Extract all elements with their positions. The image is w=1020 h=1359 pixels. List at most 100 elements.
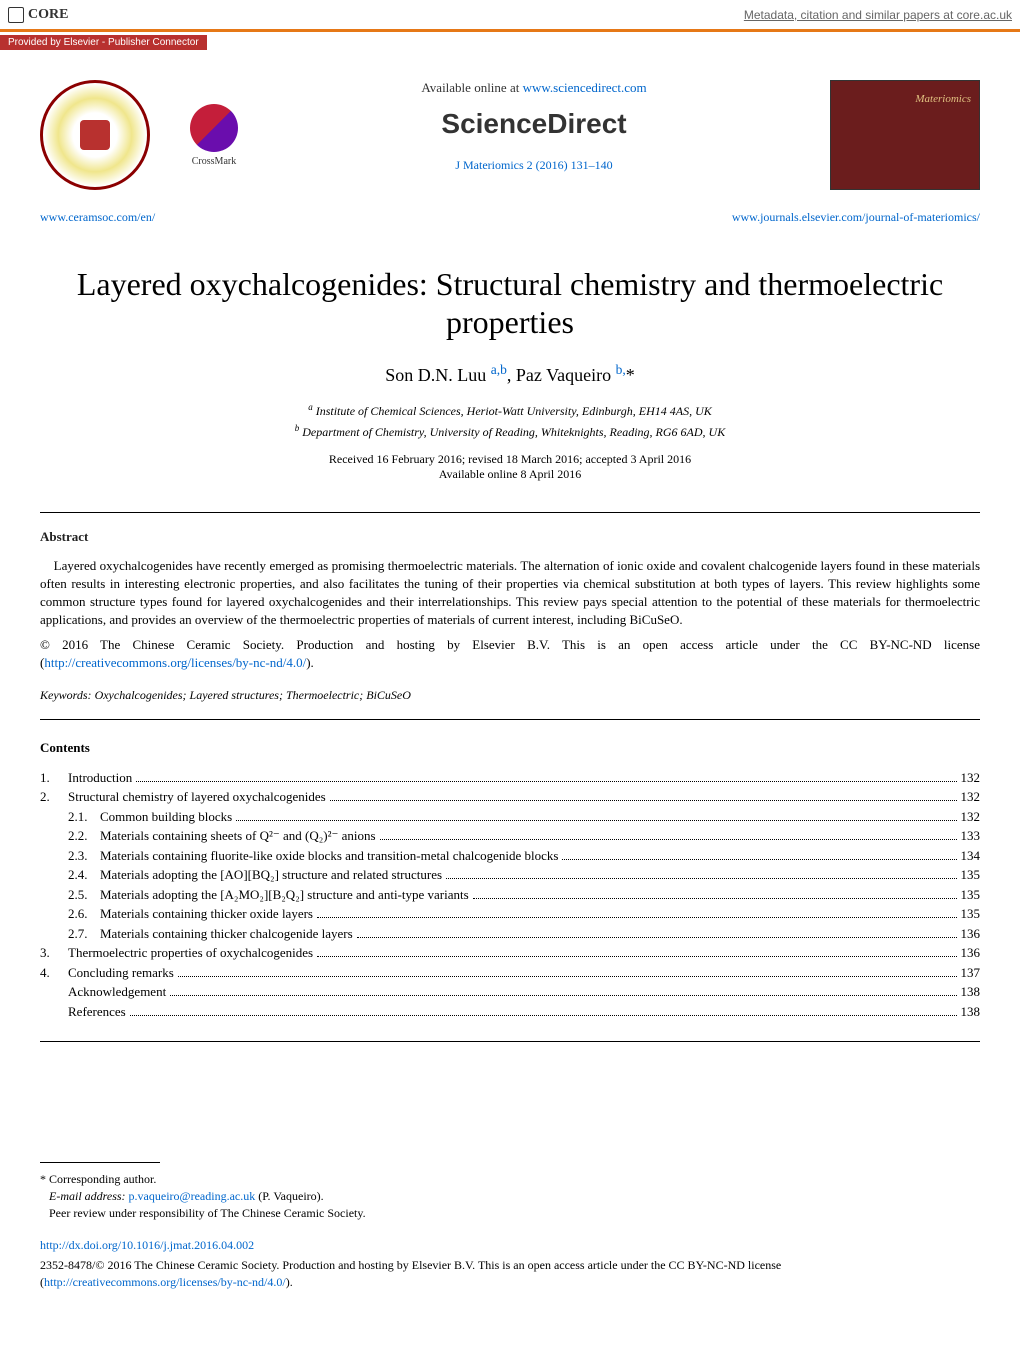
- toc-row: 3.Thermoelectric properties of oxychalco…: [40, 943, 980, 963]
- toc-row: 2.5.Materials adopting the [A₂MO₂][B₂Q₂]…: [40, 885, 980, 905]
- toc-title: Materials adopting the [AO][BQ₂] structu…: [100, 865, 442, 885]
- toc-title: Materials containing sheets of Q²⁻ and (…: [100, 826, 376, 846]
- author-2-affiliation[interactable]: b,: [616, 362, 626, 377]
- toc-subnumber: 2.6.: [68, 904, 100, 924]
- toc-title: Acknowledgement: [68, 982, 166, 1002]
- toc-dots: [317, 956, 956, 957]
- journal-link[interactable]: www.journals.elsevier.com/journal-of-mat…: [732, 210, 980, 225]
- toc-subnumber: 2.5.: [68, 885, 100, 905]
- toc-subnumber: 2.1.: [68, 807, 100, 827]
- header-row: CrossMark Available online at www.scienc…: [40, 80, 980, 190]
- corresponding-mark: *: [626, 365, 635, 385]
- peer-review-footnote: Peer review under responsibility of The …: [40, 1205, 980, 1222]
- toc-dots: [317, 917, 957, 918]
- journal-cover-image: [830, 80, 980, 190]
- abstract-copyright: © 2016 The Chinese Ceramic Society. Prod…: [40, 636, 980, 672]
- corresponding-footnote: * Corresponding author.: [40, 1171, 980, 1188]
- toc-title: Materials adopting the [A₂MO₂][B₂Q₂] str…: [100, 885, 469, 905]
- footer-license-link[interactable]: http://creativecommons.org/licenses/by-n…: [44, 1275, 286, 1289]
- abstract-text: Layered oxychalcogenides have recently e…: [40, 557, 980, 630]
- author-2: Paz Vaqueiro: [516, 365, 616, 385]
- journal-reference[interactable]: J Materiomics 2 (2016) 131–140: [455, 158, 612, 172]
- ceramsoc-link[interactable]: www.ceramsoc.com/en/: [40, 210, 155, 225]
- ceramic-society-logo-block: [40, 80, 150, 190]
- toc-page: 134: [961, 846, 981, 866]
- footnote-divider: [40, 1162, 160, 1163]
- toc-title: Introduction: [68, 768, 132, 788]
- core-icon: [8, 7, 24, 23]
- toc-title: References: [68, 1002, 126, 1022]
- toc-page: 135: [961, 885, 981, 905]
- author-1: Son D.N. Luu: [385, 365, 491, 385]
- toc-page: 138: [961, 1002, 981, 1022]
- available-online-date: Available online 8 April 2016: [40, 467, 980, 482]
- toc-title: Thermoelectric properties of oxychalcoge…: [68, 943, 313, 963]
- toc-number: 1.: [40, 768, 68, 788]
- toc-dots: [473, 898, 957, 899]
- contents-heading: Contents: [40, 740, 980, 756]
- affiliation-a: a Institute of Chemical Sciences, Heriot…: [40, 402, 980, 419]
- toc-page: 136: [961, 943, 981, 963]
- email-footnote: E-mail address: p.vaqueiro@reading.ac.uk…: [40, 1188, 980, 1205]
- toc-title: Concluding remarks: [68, 963, 174, 983]
- core-logo: CORE: [8, 7, 68, 23]
- crossmark[interactable]: CrossMark: [190, 104, 238, 167]
- toc-page: 133: [961, 826, 981, 846]
- ceramic-society-logo: [40, 80, 150, 190]
- toc-dots: [357, 937, 957, 938]
- toc-page: 132: [961, 787, 981, 807]
- crossmark-icon: [190, 104, 238, 152]
- metadata-link[interactable]: Metadata, citation and similar papers at…: [744, 8, 1012, 22]
- available-online: Available online at www.sciencedirect.co…: [238, 80, 830, 96]
- sciencedirect-url[interactable]: www.sciencedirect.com: [523, 80, 647, 95]
- toc-title: Materials containing fluorite-like oxide…: [100, 846, 558, 866]
- toc-dots: [130, 1015, 957, 1016]
- toc-row: 2.7.Materials containing thicker chalcog…: [40, 924, 980, 944]
- sciencedirect-brand: ScienceDirect: [238, 108, 830, 140]
- keywords-label: Keywords:: [40, 688, 95, 702]
- toc-page: 132: [961, 807, 981, 827]
- toc-dots: [136, 781, 956, 782]
- toc-row: 2.6.Materials containing thicker oxide l…: [40, 904, 980, 924]
- table-of-contents: 1.Introduction 1322.Structural chemistry …: [40, 768, 980, 1022]
- toc-page: 135: [961, 865, 981, 885]
- doi-link[interactable]: http://dx.doi.org/10.1016/j.jmat.2016.04…: [40, 1238, 980, 1253]
- crossmark-label: CrossMark: [190, 156, 238, 167]
- keywords: Keywords: Oxychalcogenides; Layered stru…: [40, 688, 980, 703]
- keywords-text: Oxychalcogenides; Layered structures; Th…: [95, 688, 411, 702]
- email-link[interactable]: p.vaqueiro@reading.ac.uk: [129, 1189, 256, 1203]
- toc-row: Acknowledgement 138: [40, 982, 980, 1002]
- divider: [40, 512, 980, 513]
- toc-dots: [562, 859, 956, 860]
- toc-title: Materials containing thicker chalcogenid…: [100, 924, 353, 944]
- provided-by-banner: Provided by Elsevier - Publisher Connect…: [0, 35, 207, 50]
- toc-title: Materials containing thicker oxide layer…: [100, 904, 313, 924]
- toc-page: 136: [961, 924, 981, 944]
- toc-subnumber: 2.7.: [68, 924, 100, 944]
- center-header: Available online at www.sciencedirect.co…: [238, 80, 830, 174]
- toc-row: 2.Structural chemistry of layered oxycha…: [40, 787, 980, 807]
- toc-dots: [330, 800, 957, 801]
- license-link[interactable]: http://creativecommons.org/licenses/by-n…: [44, 655, 306, 670]
- toc-page: 138: [961, 982, 981, 1002]
- toc-dots: [178, 976, 957, 977]
- toc-dots: [446, 878, 956, 879]
- left-logos: CrossMark: [40, 80, 238, 190]
- toc-title: Common building blocks: [100, 807, 232, 827]
- author-1-affiliation[interactable]: a,b: [491, 362, 507, 377]
- toc-page: 132: [961, 768, 981, 788]
- toc-row: 2.3.Materials containing fluorite-like o…: [40, 846, 980, 866]
- toc-subnumber: 2.3.: [68, 846, 100, 866]
- received-dates: Received 16 February 2016; revised 18 Ma…: [40, 452, 980, 467]
- toc-dots: [236, 820, 956, 821]
- core-label: CORE: [28, 7, 68, 23]
- article-dates: Received 16 February 2016; revised 18 Ma…: [40, 452, 980, 482]
- toc-page: 135: [961, 904, 981, 924]
- toc-row: 2.1.Common building blocks 132: [40, 807, 980, 827]
- toc-subnumber: 2.4.: [68, 865, 100, 885]
- toc-dots: [380, 839, 957, 840]
- toc-title: Structural chemistry of layered oxychalc…: [68, 787, 326, 807]
- main-content: CrossMark Available online at www.scienc…: [0, 50, 1020, 1320]
- core-banner: CORE Metadata, citation and similar pape…: [0, 0, 1020, 32]
- toc-subnumber: 2.2.: [68, 826, 100, 846]
